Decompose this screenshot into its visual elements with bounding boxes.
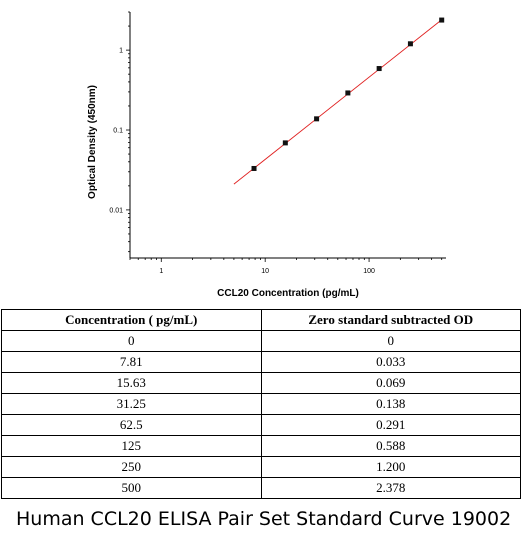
table-row: 15.63 0.069 [1, 372, 521, 394]
concentration-cell: 0 [1, 330, 262, 352]
table-header-row: Concentration ( pg/mL) Zero standard sub… [1, 309, 521, 331]
od-cell: 0.138 [260, 393, 521, 415]
od-cell: 1.200 [260, 456, 521, 478]
table-row: 125 0.588 [1, 435, 521, 457]
chart-axes [129, 12, 446, 259]
concentration-cell: 250 [1, 456, 262, 478]
data-point [251, 165, 257, 171]
y-axis-title: Optical Density (450nm) [87, 85, 98, 199]
chart-ticks: 1 10 100 0.01 0.1 1 [109, 11, 443, 275]
concentration-cell: 15.63 [1, 372, 262, 394]
data-point [282, 140, 288, 146]
od-cell: 0.033 [260, 351, 521, 373]
data-point [345, 90, 351, 96]
x-axis-title: CCL20 Concentration (pg/mL) [217, 288, 359, 299]
data-point [314, 116, 320, 122]
data-point [376, 66, 382, 72]
od-cell: 0.588 [260, 435, 521, 457]
x-tick-label: 1 [159, 268, 163, 275]
fit-line [233, 19, 442, 185]
od-cell: 2.378 [260, 477, 521, 499]
y-tick-label: 1 [119, 48, 123, 55]
standard-curve-chart: 1 10 100 0.01 0.1 1 CCL20 Concentration (pg/m… [87, 11, 446, 299]
data-point [407, 41, 413, 47]
concentration-cell: 500 [1, 477, 262, 499]
fit-line-group [233, 19, 442, 185]
table-row: 7.81 0.033 [1, 351, 521, 373]
od-cell: 0.291 [260, 414, 521, 436]
table-row: 500 2.378 [1, 477, 521, 499]
data-point [439, 17, 445, 23]
y-tick-label: 0.1 [113, 128, 123, 135]
column-header-od: Zero standard subtracted OD [260, 309, 521, 331]
od-cell: 0.069 [260, 372, 521, 394]
concentration-cell: 31.25 [1, 393, 262, 415]
standard-data-table: Concentration ( pg/mL) Zero standard sub… [1, 309, 521, 499]
x-tick-label: 100 [363, 268, 375, 275]
column-header-concentration: Concentration ( pg/mL) [1, 309, 262, 331]
x-tick-label: 10 [261, 268, 269, 275]
concentration-cell: 7.81 [1, 351, 262, 373]
od-cell: 0 [260, 330, 521, 352]
concentration-cell: 62.5 [1, 414, 262, 436]
concentration-cell: 125 [1, 435, 262, 457]
figure-caption: Human CCL20 ELISA Pair Set Standard Curv… [16, 508, 512, 530]
table-row: 31.25 0.138 [1, 393, 521, 415]
data-points [251, 17, 445, 171]
table-row: 250 1.200 [1, 456, 521, 478]
table-row: 62.5 0.291 [1, 414, 521, 436]
y-tick-label: 0.01 [109, 207, 123, 214]
